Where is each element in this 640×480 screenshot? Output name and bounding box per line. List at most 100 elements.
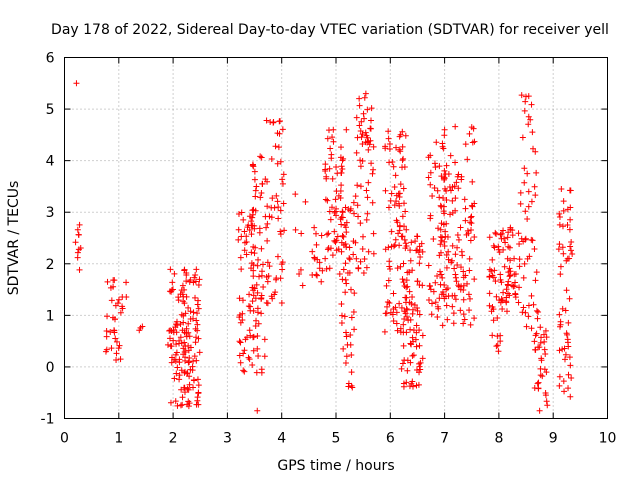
data-point [181, 339, 188, 346]
data-point [541, 346, 548, 353]
data-point [437, 249, 444, 256]
data-point [408, 300, 415, 307]
data-point [386, 299, 393, 306]
data-point [390, 243, 397, 250]
data-point [462, 141, 469, 148]
data-point [249, 284, 256, 291]
data-point [357, 157, 364, 164]
x-axis-label: GPS time / hours [277, 458, 394, 474]
y-tick-label: 0 [46, 360, 55, 376]
data-point [264, 259, 271, 266]
data-point [493, 343, 500, 350]
data-point [400, 185, 407, 192]
data-point [243, 238, 250, 245]
data-point [567, 362, 574, 369]
data-point [471, 234, 478, 241]
data-point [348, 286, 355, 293]
data-point [357, 258, 364, 265]
data-point [405, 317, 412, 324]
x-tick-label: 7 [440, 431, 449, 447]
data-point [239, 310, 246, 317]
data-point [185, 398, 192, 405]
data-point [274, 160, 281, 167]
data-point [520, 304, 527, 311]
data-point [403, 277, 410, 284]
data-point [419, 332, 426, 339]
data-point [353, 149, 360, 156]
data-point [443, 252, 450, 259]
data-point [270, 118, 277, 125]
data-point [168, 359, 175, 366]
data-point [110, 277, 117, 284]
data-point [388, 228, 395, 235]
data-point [237, 254, 244, 261]
data-point [466, 295, 473, 302]
data-point [183, 272, 190, 279]
data-point [443, 220, 450, 227]
data-point [536, 407, 543, 414]
data-point [252, 207, 259, 214]
data-point [117, 309, 124, 316]
data-point [568, 238, 575, 245]
data-point [427, 212, 434, 219]
data-point [338, 301, 345, 308]
data-point [441, 126, 448, 133]
data-point [167, 343, 174, 350]
data-point [189, 367, 196, 374]
data-point [398, 365, 405, 372]
data-point [532, 192, 539, 199]
data-point [257, 153, 264, 160]
data-point [406, 269, 413, 276]
data-point [262, 213, 269, 220]
data-point [350, 199, 357, 206]
data-point [510, 283, 517, 290]
data-point [455, 282, 462, 289]
data-point [237, 359, 244, 366]
data-point [566, 226, 573, 233]
data-point [166, 288, 173, 295]
data-point [502, 239, 509, 246]
data-point [439, 140, 446, 147]
data-point [409, 378, 416, 385]
data-point [414, 278, 421, 285]
data-point [337, 187, 344, 194]
data-point [313, 271, 320, 278]
data-point [342, 260, 349, 267]
data-point [236, 338, 243, 345]
y-tick-label: 1 [46, 308, 55, 324]
data-point [264, 278, 271, 285]
data-point [359, 141, 366, 148]
data-point [444, 285, 451, 292]
data-point [192, 339, 199, 346]
data-point [400, 380, 407, 387]
x-tick-label: 3 [223, 431, 232, 447]
data-point [113, 350, 120, 357]
data-point [103, 328, 110, 335]
data-point [386, 263, 393, 270]
data-point [399, 143, 406, 150]
data-point [324, 231, 331, 238]
data-point [408, 239, 415, 246]
data-point [191, 274, 198, 281]
data-point [258, 310, 265, 317]
data-point [504, 255, 511, 262]
data-point [342, 289, 349, 296]
data-point [263, 117, 270, 124]
data-point [351, 210, 358, 217]
data-point [533, 169, 540, 176]
data-point [275, 144, 282, 151]
x-tick-label: 0 [60, 431, 69, 447]
data-point [504, 234, 511, 241]
data-point [471, 200, 478, 207]
data-point [166, 335, 173, 342]
data-point [340, 345, 347, 352]
data-point [343, 333, 350, 340]
data-point [402, 240, 409, 247]
data-point [396, 242, 403, 249]
data-point [449, 303, 456, 310]
data-point [259, 261, 266, 268]
data-point [401, 223, 408, 230]
data-point [195, 281, 202, 288]
data-point [249, 298, 256, 305]
data-point [468, 124, 475, 131]
